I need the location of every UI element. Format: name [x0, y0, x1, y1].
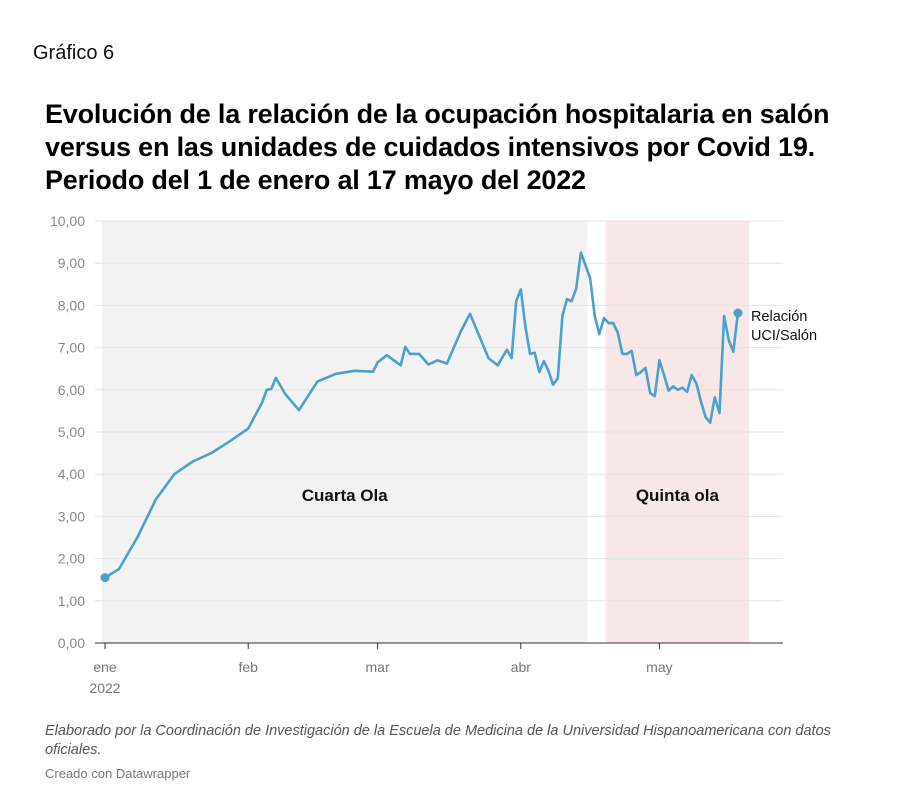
y-tick-label: 0,00 — [58, 635, 85, 651]
chart-kicker: Gráfico 6 — [33, 42, 115, 64]
y-tick-label: 8,00 — [58, 297, 85, 313]
x-tick-label: may — [646, 659, 672, 675]
y-tick-label: 2,00 — [58, 551, 85, 567]
x-tick-label: feb — [238, 659, 258, 675]
x-tick-label: ene — [93, 659, 117, 675]
y-axis: 0,00 1,00 2,00 3,00 4,00 5,00 6,00 7,00 8,00 9,00… — [50, 213, 85, 651]
region-label-2: Quinta ola — [636, 486, 720, 505]
y-tick-label: 1,00 — [58, 593, 85, 609]
series-start-point — [100, 573, 110, 583]
y-tick-label: 5,00 — [58, 424, 85, 440]
series-label: UCI/Salón — [751, 328, 817, 344]
chart-grid — [95, 220, 783, 602]
chart-credit: Creado con Datawrapper — [45, 766, 191, 781]
chart-svg: Cuarta Ola Quinta ola 0,00 1,00 2,00 3,00 4,0… — [50, 213, 817, 696]
series-label: Relación — [751, 309, 807, 325]
x-tick-label: mar — [366, 659, 390, 675]
x-tick-sublabel: 2022 — [89, 680, 120, 696]
region-label-1: Cuarta Ola — [302, 486, 389, 505]
y-tick-label: 10,00 — [50, 213, 85, 229]
y-tick-label: 6,00 — [58, 382, 85, 398]
x-axis: ene 2022 feb mar abr may — [89, 642, 783, 696]
y-tick-label: 7,00 — [58, 340, 85, 356]
chart-series: Relación UCI/Salón — [100, 251, 817, 583]
y-tick-label: 3,00 — [58, 508, 85, 524]
chart-source-note: Elaborado por la Coordinación de Investi… — [45, 723, 831, 758]
y-tick-label: 4,00 — [58, 466, 85, 482]
chart-title: Evolución de la relación de la ocupación… — [45, 99, 830, 195]
x-tick-label: abr — [511, 659, 532, 675]
y-tick-label: 9,00 — [58, 255, 85, 271]
series-line-1 — [103, 251, 740, 579]
series-end-point — [733, 308, 743, 318]
